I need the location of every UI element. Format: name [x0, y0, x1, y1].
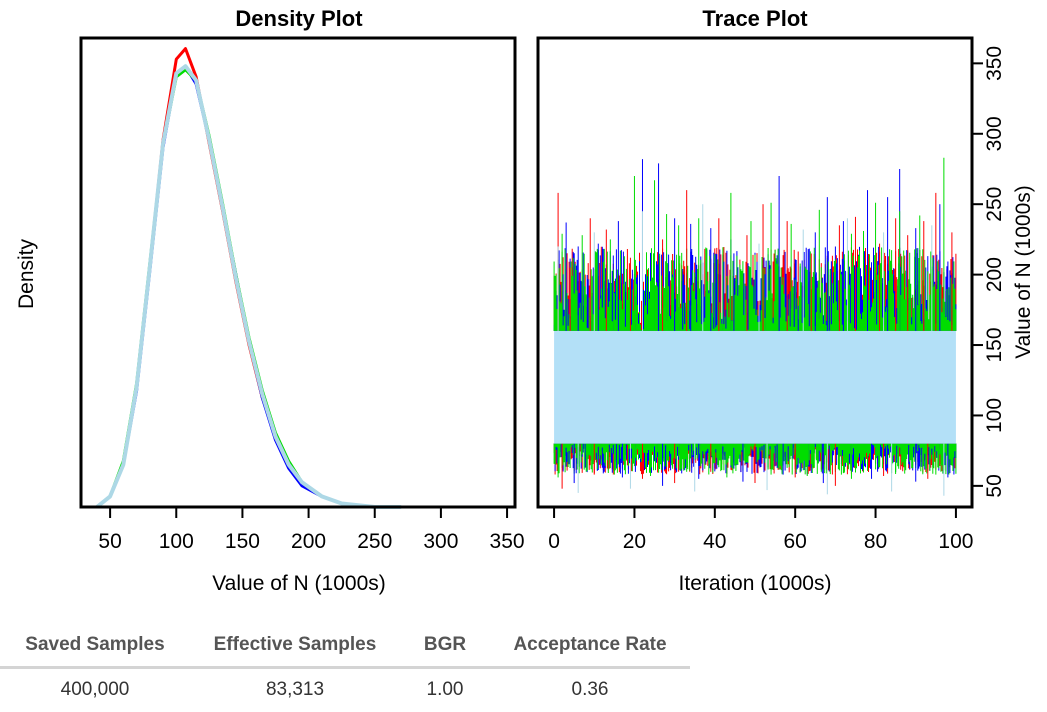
density-x-tick-label: 200	[291, 530, 326, 553]
stats-value-bgr: 1.00	[426, 679, 464, 700]
density-series-line-4	[95, 64, 402, 509]
density-x-axis: 50 100 150 200 250 300 350	[98, 506, 525, 553]
density-y-label: Density	[15, 238, 38, 309]
stats-header-effective-samples: Effective Samples	[190, 630, 400, 669]
density-series-line-2	[95, 64, 402, 509]
trace-y-label: Value of N (1000s)	[1012, 185, 1035, 359]
trace-plot: Trace Plot 0 20 40 60 80 100 50 100 150 200 250 30…	[536, 6, 1035, 595]
density-series-line-1	[95, 47, 402, 509]
trace-lines	[553, 157, 957, 496]
trace-band	[554, 330, 956, 444]
stats-value-acceptance-rate: 0.36	[571, 679, 609, 700]
trace-x-tick-label: 40	[703, 530, 726, 553]
stats-header-acceptance-rate: Acceptance Rate	[490, 630, 690, 669]
stats-header-row: Saved Samples Effective Samples BGR Acce…	[0, 630, 690, 669]
trace-y-tick-label: 250	[983, 187, 1006, 222]
trace-y-tick-label: 350	[983, 46, 1006, 81]
stats-value-effective-samples: 83,313	[265, 679, 325, 700]
density-x-label: Value of N (1000s)	[212, 572, 386, 595]
charts-canvas: Density Plot 50 100 150 200 250 300 350 Value …	[15, 6, 1035, 595]
density-lines	[95, 47, 402, 509]
trace-plot-title: Trace Plot	[702, 6, 808, 31]
density-series-line-3	[95, 68, 402, 509]
stats-header-saved-samples: Saved Samples	[0, 630, 190, 669]
stats-value-row: 400,000 83,313 1.00 0.36	[0, 668, 690, 702]
trace-x-tick-label: 100	[938, 530, 973, 553]
trace-y-tick-label: 50	[983, 474, 1006, 497]
trace-x-label: Iteration (1000s)	[679, 572, 832, 595]
density-plot-frame	[79, 36, 517, 509]
trace-y-axis: 50 100 150 200 250 300 350	[971, 46, 1006, 498]
density-plot: Density Plot 50 100 150 200 250 300 350 Value …	[15, 6, 525, 595]
trace-y-tick-label: 200	[983, 257, 1006, 292]
trace-y-tick-label: 150	[983, 327, 1006, 362]
trace-x-axis: 0 20 40 60 80 100	[548, 506, 973, 553]
density-x-tick-label: 250	[357, 530, 392, 553]
trace-x-tick-label: 0	[548, 530, 560, 553]
trace-x-tick-label: 20	[623, 530, 646, 553]
trace-y-tick-label: 100	[983, 398, 1006, 433]
trace-x-tick-label: 60	[784, 530, 807, 553]
density-x-tick-label: 350	[490, 530, 525, 553]
summary-stats-table: Saved Samples Effective Samples BGR Acce…	[0, 630, 690, 701]
density-x-tick-label: 100	[159, 530, 194, 553]
stats-header-bgr: BGR	[400, 630, 490, 669]
density-x-tick-label: 50	[98, 530, 121, 553]
trace-noise-lower-3	[553, 443, 957, 475]
density-plot-title: Density Plot	[235, 6, 363, 31]
density-x-tick-label: 300	[423, 530, 458, 553]
stats-value-saved-samples: 400,000	[60, 679, 130, 700]
trace-y-tick-label: 300	[983, 116, 1006, 151]
density-x-tick-label: 150	[225, 530, 260, 553]
trace-x-tick-label: 80	[864, 530, 887, 553]
